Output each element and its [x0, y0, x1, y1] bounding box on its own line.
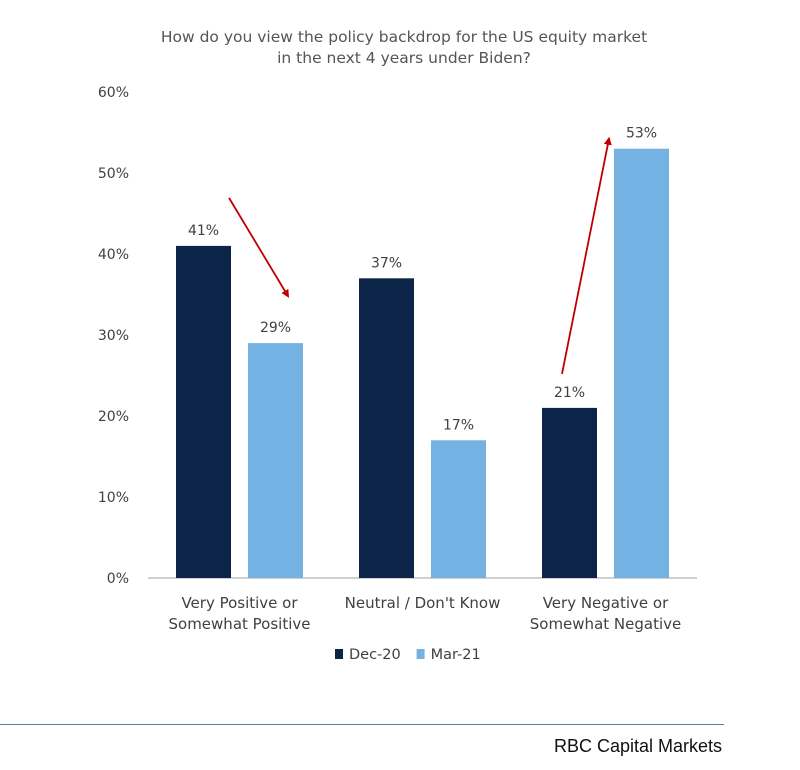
data-label: 41% — [188, 223, 219, 239]
y-tick-label: 10% — [98, 490, 129, 506]
annotation-arrow-down — [228, 197, 290, 298]
x-category-label: Somewhat Positive — [169, 615, 311, 633]
x-category-label: Somewhat Negative — [530, 615, 681, 633]
x-category-label: Very Negative or — [543, 594, 669, 612]
data-label: 21% — [554, 385, 585, 401]
legend-swatch-dec-20 — [335, 649, 343, 659]
legend-label: Dec-20 — [349, 647, 401, 663]
bar-chart-svg: How do you view the policy backdrop for … — [98, 28, 697, 663]
data-label: 17% — [443, 417, 474, 433]
bar-mar-21 — [614, 148, 669, 578]
bar-mar-21 — [248, 343, 303, 578]
source-label: RBC Capital Markets — [553, 736, 722, 756]
y-tick-label: 20% — [98, 409, 129, 425]
chart-title-line: How do you view the policy backdrop for … — [161, 28, 647, 46]
y-tick-label: 40% — [98, 247, 129, 263]
y-tick-label: 60% — [98, 85, 129, 101]
bar-dec-20 — [359, 278, 414, 578]
chart-title-line: in the next 4 years under Biden? — [277, 49, 531, 67]
x-category-label: Neutral / Don't Know — [345, 594, 501, 612]
y-tick-label: 30% — [98, 328, 129, 344]
y-tick-label: 0% — [107, 571, 129, 587]
data-label: 37% — [371, 255, 402, 271]
bar-mar-21 — [431, 440, 486, 578]
bar-dec-20 — [176, 245, 231, 578]
chart: How do you view the policy backdrop for … — [98, 28, 697, 663]
legend-label: Mar-21 — [431, 647, 481, 663]
y-tick-label: 50% — [98, 166, 129, 182]
bar-dec-20 — [542, 407, 597, 578]
legend-swatch-mar-21 — [416, 649, 425, 659]
x-category-label: Very Positive or — [181, 594, 298, 612]
data-label: 53% — [626, 126, 657, 142]
annotation-arrow-up — [561, 136, 612, 375]
data-label: 29% — [260, 320, 291, 336]
footer-divider — [0, 724, 724, 725]
